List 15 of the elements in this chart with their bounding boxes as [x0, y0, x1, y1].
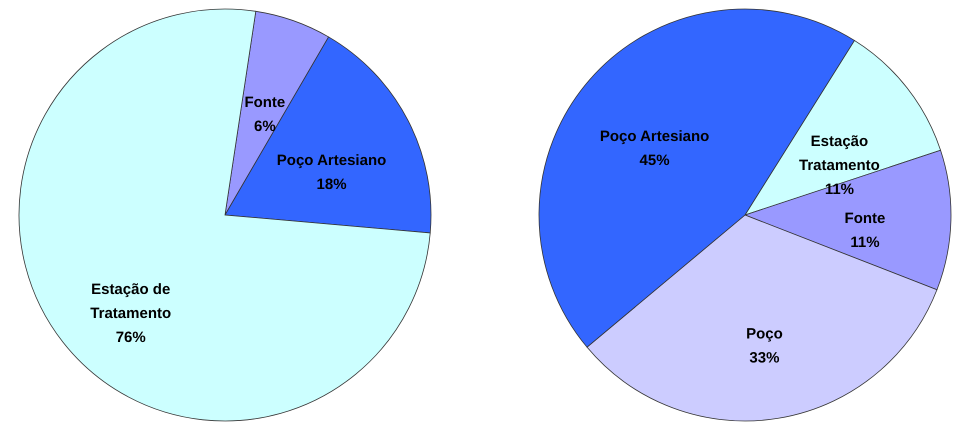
pie-slice: [18, 8, 431, 421]
data-label: 6%: [254, 118, 276, 135]
slice-label: Estação de Tratamento: [90, 281, 172, 322]
slice-label: Poço: [746, 325, 783, 342]
slice-label: Fonte: [844, 210, 886, 228]
data-label: 18%: [316, 176, 347, 193]
slice-label: Poço Artesiano: [600, 128, 710, 146]
slice-label: Estação Tratamento: [798, 132, 880, 174]
slice-label: Fonte: [244, 94, 286, 111]
data-label: 11%: [850, 234, 880, 252]
data-label: 45%: [640, 152, 670, 170]
slice-label: Poço Artesiano: [276, 152, 386, 169]
data-label: 76%: [116, 329, 146, 346]
data-label: 33%: [749, 349, 780, 366]
data-label: 11%: [824, 180, 854, 198]
